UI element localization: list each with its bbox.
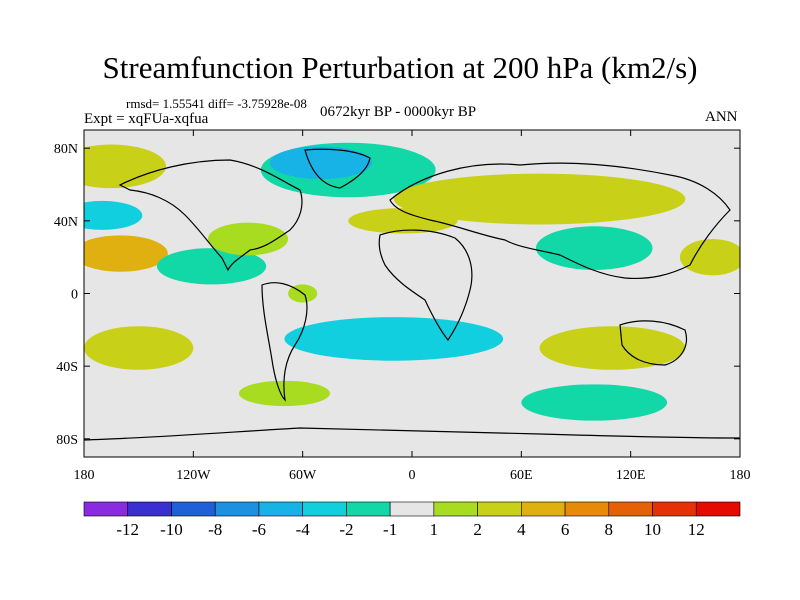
period-label: 0672kyr BP - 0000kyr BP (320, 104, 477, 120)
region-west-pacific-high (679, 239, 740, 276)
coastlines (84, 148, 740, 441)
colorbar-swatch (652, 501, 697, 517)
stats-text: rmsd= 1.55541 diff= -3.75928e-08 (126, 96, 307, 111)
region-southern-ocean-low-ind (521, 384, 668, 421)
colorbar-swatch (477, 501, 522, 517)
colorbar-swatch (608, 501, 653, 517)
colorbar-label: 1 (430, 520, 439, 539)
x-tick-label: 120W (176, 468, 211, 483)
colorbar-swatch (302, 501, 347, 517)
region-north-atlantic-high (348, 208, 458, 234)
region-tropical-atlantic-low (156, 248, 267, 285)
colorbar-swatch (346, 501, 391, 517)
colorbar-swatch (564, 501, 610, 517)
region-south-pacific-high (84, 326, 194, 370)
colorbar-swatch (433, 501, 478, 517)
colorbar-swatch (695, 501, 741, 517)
season-label: ANN (705, 109, 738, 125)
colorbar-label: -8 (208, 520, 222, 539)
coast-antarctica (84, 427, 740, 441)
colorbar-label: -12 (116, 520, 139, 539)
y-tick-label: 40S (56, 360, 78, 375)
x-tick-label: 120E (616, 468, 646, 483)
colorbar-swatch (258, 501, 303, 517)
colorbar-label: 6 (561, 520, 570, 539)
colorbar-label: 12 (688, 520, 705, 539)
experiment-label: Expt = xqFUa-xqfua (84, 111, 209, 127)
region-indian-ocean-high (539, 326, 686, 370)
x-tick-label: 60E (510, 468, 533, 483)
x-tick-label: 180 (730, 468, 751, 483)
colorbar-swatch (521, 501, 566, 517)
coast-australia (619, 320, 687, 366)
chart-title: Streamfunction Perturbation at 200 hPa (… (102, 50, 698, 85)
region-subtropical-pacific-high (84, 235, 168, 272)
coast-south-america (261, 282, 308, 402)
y-tick-label: 80S (56, 433, 78, 448)
colorbar-label: -10 (160, 520, 183, 539)
region-us-high (207, 222, 289, 256)
colorbar-label: 4 (517, 520, 526, 539)
y-tick-label: 40N (54, 215, 78, 230)
coast-africa (378, 229, 473, 342)
coast-north-america (118, 159, 303, 272)
x-tick-label: 60W (289, 468, 317, 483)
coast-greenland (304, 148, 371, 189)
y-axis: 80N 40N 0 40S 80S (54, 142, 740, 448)
map-panel (83, 129, 741, 458)
colorbar-label: -2 (339, 520, 353, 539)
colorbar-label: 8 (605, 520, 614, 539)
colorbar-swatch (171, 501, 216, 517)
colorbar-label: -6 (252, 520, 266, 539)
region-southern-hemisphere-low (284, 317, 504, 361)
colorbar-label: -4 (296, 520, 311, 539)
colorbar-swatch (214, 501, 260, 517)
region-asia-monsoon-low (535, 226, 653, 270)
region-north-pacific-high (84, 144, 166, 189)
x-tick-label: 180 (74, 468, 95, 483)
y-tick-label: 0 (71, 288, 78, 303)
y-tick-label: 80N (54, 142, 78, 157)
anomaly-regions (84, 142, 740, 421)
colorbar-label: 2 (473, 520, 482, 539)
coast-eurasia (389, 162, 731, 280)
colorbar-swatch (127, 501, 172, 517)
region-greenland-core-low (269, 146, 372, 180)
colorbar-label: -1 (383, 520, 397, 539)
x-axis: 180 120W 60W 0 60E 120E 180 (74, 130, 751, 483)
colorbar: -12 -10 -8 -6 -4 -2 -1 1 2 4 6 8 10 12 (83, 501, 741, 539)
colorbar-label: 10 (644, 520, 661, 539)
colorbar-swatch (389, 501, 435, 517)
colorbar-swatch (83, 501, 129, 517)
region-east-pacific-low (84, 200, 143, 230)
x-tick-label: 0 (409, 468, 416, 483)
region-eurasia-high-band (393, 173, 686, 225)
